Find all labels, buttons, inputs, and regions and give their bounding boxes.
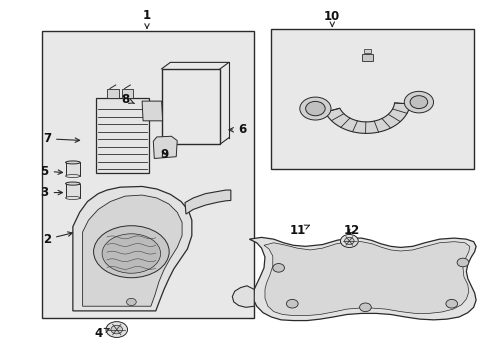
Text: 4: 4 xyxy=(94,327,109,340)
Bar xyxy=(65,184,80,198)
Polygon shape xyxy=(153,136,177,158)
Text: 12: 12 xyxy=(343,224,359,237)
Text: 2: 2 xyxy=(43,232,72,246)
Bar xyxy=(161,69,220,144)
Circle shape xyxy=(286,300,298,308)
Circle shape xyxy=(111,325,122,334)
Bar xyxy=(122,89,133,98)
Circle shape xyxy=(340,234,358,247)
Circle shape xyxy=(445,300,457,308)
Ellipse shape xyxy=(65,161,80,164)
Polygon shape xyxy=(142,101,162,121)
Text: 10: 10 xyxy=(324,10,340,27)
Circle shape xyxy=(305,102,325,116)
Text: 9: 9 xyxy=(160,148,168,161)
Ellipse shape xyxy=(65,182,80,185)
Circle shape xyxy=(272,264,284,272)
Polygon shape xyxy=(264,242,469,316)
Bar xyxy=(107,89,119,98)
Text: 11: 11 xyxy=(289,224,309,237)
Ellipse shape xyxy=(93,226,169,278)
Bar xyxy=(271,30,473,169)
Circle shape xyxy=(404,91,433,113)
Polygon shape xyxy=(325,103,409,133)
Polygon shape xyxy=(232,286,254,307)
Bar xyxy=(42,31,254,318)
Circle shape xyxy=(126,298,136,306)
Polygon shape xyxy=(249,237,475,320)
Bar xyxy=(361,54,372,61)
Circle shape xyxy=(456,258,468,267)
Ellipse shape xyxy=(102,234,160,273)
Text: 8: 8 xyxy=(121,93,134,106)
Circle shape xyxy=(359,303,370,312)
Ellipse shape xyxy=(65,196,80,199)
Circle shape xyxy=(106,321,127,337)
Polygon shape xyxy=(82,195,182,306)
Polygon shape xyxy=(73,186,191,311)
Text: 6: 6 xyxy=(228,123,245,136)
Text: 1: 1 xyxy=(142,9,151,28)
Bar xyxy=(364,49,370,53)
FancyBboxPatch shape xyxy=(96,98,149,173)
Circle shape xyxy=(409,96,427,109)
Circle shape xyxy=(299,97,330,120)
Text: 3: 3 xyxy=(41,186,62,199)
Circle shape xyxy=(344,238,353,244)
Ellipse shape xyxy=(65,175,80,177)
Bar xyxy=(65,162,80,176)
Polygon shape xyxy=(184,190,230,214)
Text: 7: 7 xyxy=(43,132,80,145)
Text: 5: 5 xyxy=(41,165,62,177)
